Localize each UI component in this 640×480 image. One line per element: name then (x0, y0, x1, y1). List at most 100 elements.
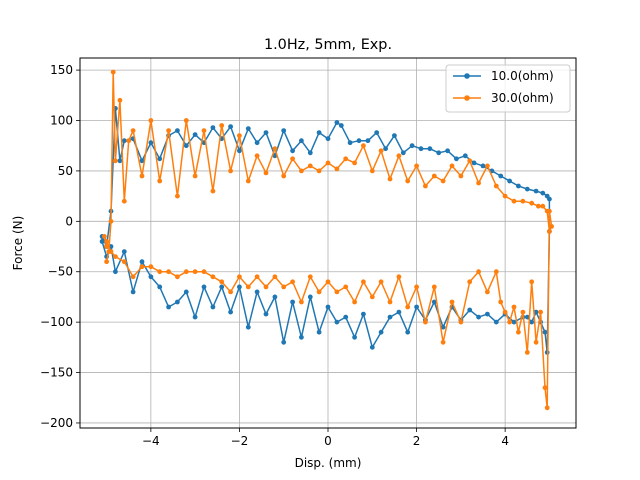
data-point (369, 168, 375, 174)
data-point (272, 294, 278, 300)
data-point (113, 254, 118, 259)
data-point (183, 289, 189, 295)
y-tick-label: 0 (65, 214, 73, 228)
data-point (139, 158, 145, 164)
data-point (334, 319, 340, 325)
data-point (157, 269, 163, 275)
y-axis-label: Force (N) (11, 216, 25, 271)
data-point (290, 279, 295, 285)
data-point (547, 229, 552, 234)
data-point (325, 304, 331, 310)
data-point (547, 208, 552, 214)
data-point (383, 146, 388, 152)
data-point (343, 284, 349, 290)
data-point (427, 146, 433, 152)
data-point (113, 158, 118, 164)
data-point (316, 168, 322, 174)
data-point (418, 146, 424, 152)
legend-label: 10.0(ohm) (491, 69, 554, 83)
data-point (343, 314, 349, 320)
data-point (540, 203, 546, 209)
data-point (281, 173, 287, 179)
data-point (201, 284, 207, 290)
data-point (485, 289, 490, 295)
data-point (157, 178, 163, 184)
y-tick-label: −200 (40, 416, 73, 430)
data-point (533, 309, 539, 315)
data-point (423, 319, 428, 325)
data-point (476, 180, 481, 186)
data-point (130, 274, 136, 280)
data-point (409, 143, 415, 149)
data-point (343, 156, 349, 162)
data-point (507, 319, 512, 325)
data-point (396, 274, 402, 280)
data-point (493, 319, 499, 325)
data-point (228, 309, 234, 315)
data-point (210, 125, 216, 130)
data-point (121, 249, 127, 255)
data-point (307, 150, 313, 156)
series-2 (102, 69, 554, 411)
data-point (316, 329, 322, 335)
data-point (431, 299, 437, 305)
data-point (290, 156, 295, 162)
data-point (148, 274, 154, 280)
data-point (502, 193, 508, 199)
data-point (374, 130, 380, 136)
data-point (378, 279, 384, 285)
data-point (201, 128, 207, 134)
data-point (511, 304, 517, 310)
data-point (544, 405, 550, 411)
data-point (440, 178, 446, 184)
data-point (210, 188, 216, 194)
data-point (405, 304, 411, 310)
tick-layer: −4 −2 0 2 4 −200 −150 −100 −50 0 50 100 150 (40, 63, 509, 448)
legend: 10.0(ohm) 30.0(ohm) (445, 64, 571, 113)
data-point (387, 299, 393, 305)
data-point (157, 284, 163, 290)
data-point (440, 339, 446, 345)
data-point (511, 319, 517, 325)
y-tick-label: −100 (40, 315, 73, 329)
data-point (290, 299, 295, 305)
data-point (520, 309, 526, 315)
data-point (325, 136, 331, 142)
data-point (245, 284, 251, 290)
data-point (210, 304, 216, 310)
data-point (219, 284, 225, 290)
x-tick-label: 4 (501, 434, 509, 448)
data-point (299, 168, 304, 174)
data-point (520, 198, 526, 204)
data-point (529, 319, 535, 325)
data-point (307, 163, 313, 169)
data-point (299, 138, 304, 144)
data-point (334, 166, 340, 172)
data-point (175, 193, 180, 199)
data-point (338, 123, 344, 128)
data-point (183, 269, 189, 275)
data-point (157, 156, 163, 162)
data-point (237, 284, 242, 290)
data-point (361, 143, 366, 149)
data-point (121, 198, 127, 204)
data-point (493, 269, 499, 275)
data-point (334, 120, 340, 125)
data-point (493, 183, 499, 189)
data-point (533, 339, 539, 345)
data-point (281, 339, 287, 345)
series-layer (99, 69, 554, 411)
data-point (396, 153, 402, 159)
x-tick-label: −4 (142, 434, 160, 448)
data-point (237, 133, 242, 139)
data-point (405, 178, 411, 184)
data-point (254, 140, 260, 146)
data-point (263, 311, 269, 317)
y-tick-label: 50 (58, 164, 73, 178)
data-point (290, 148, 295, 154)
data-point (462, 153, 468, 159)
data-point (458, 319, 464, 325)
data-point (307, 274, 313, 280)
data-point (467, 158, 473, 164)
legend-marker (464, 73, 470, 79)
